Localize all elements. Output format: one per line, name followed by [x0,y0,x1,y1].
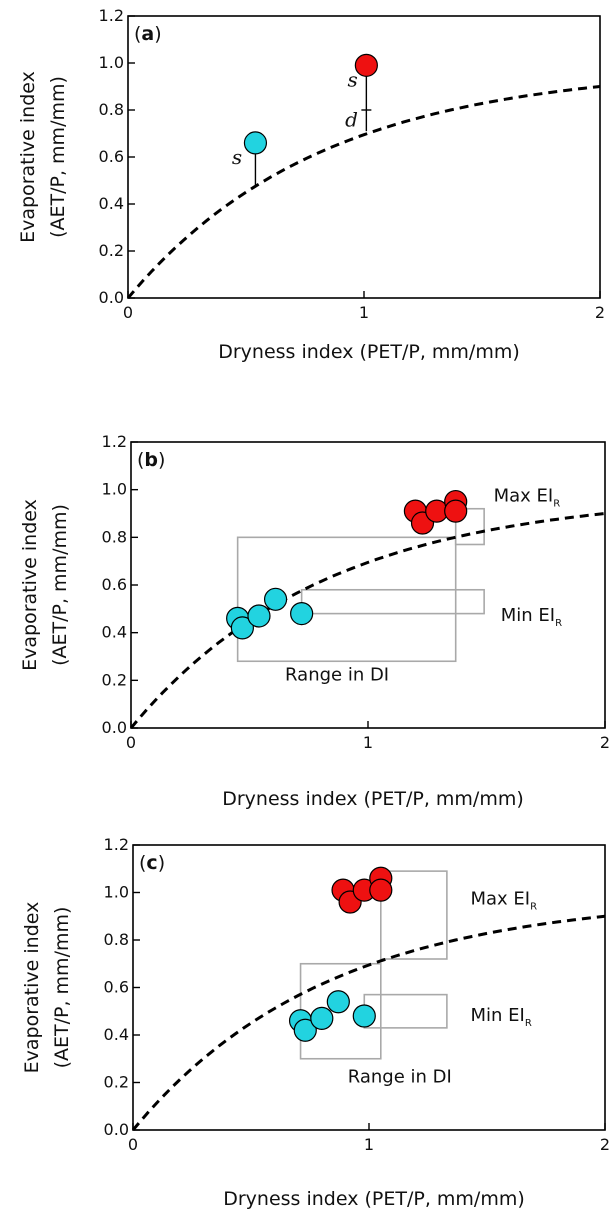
annotation: s [347,68,357,92]
y-tick-label: 0.0 [102,718,127,737]
annotation-subscript: R [525,1018,532,1029]
panel-label-close: ) [154,23,161,45]
panel-label-open: ( [137,449,144,471]
y-tick-label: 1.2 [99,6,124,25]
annotation: Min EIR [501,605,562,629]
x-tick-label: 2 [595,303,605,322]
panel-label-letter: b [144,449,158,471]
x-tick-label: 1 [359,303,369,322]
x-axis-label: Dryness index (PET/P, mm/mm) [223,1188,525,1210]
annotation: d [345,107,358,131]
y-axis-label-line2: (AET/P, mm/mm) [47,76,69,238]
annotation: Min EIR [470,1005,531,1029]
y-tick-label: 0.2 [104,1073,129,1092]
panel-label-close: ) [158,852,165,874]
cyan-point [293,1018,317,1042]
panel-label: (a) [134,23,162,45]
y-tick-label: 1.0 [99,53,124,72]
range-bracket [454,507,485,546]
y-tick-label: 0.6 [99,147,124,166]
annotation-text: s [347,68,357,92]
annotation-subscript: R [530,901,537,912]
x-axis-label: Dryness index (PET/P, mm/mm) [222,788,524,810]
y-axis-label-line2: (AET/P, mm/mm) [51,907,73,1069]
panel-label: (b) [137,449,165,471]
x-tick-label: 0 [128,1135,138,1154]
red-point [444,499,468,523]
y-tick-label: 0.4 [104,1025,129,1044]
y-tick-label: 0.8 [104,930,129,949]
range-bracket [300,588,485,615]
y-tick-label: 0.4 [102,623,127,642]
cyan-point [263,587,288,611]
red-point [369,878,393,902]
budyko-curve [129,512,606,729]
x-tick-label: 0 [123,303,133,322]
budyko-curve [126,85,601,299]
panel-label-letter: c [146,852,157,874]
panel-label-open: ( [134,23,141,45]
x-tick-label: 1 [364,1135,374,1154]
annotation: Max EIR [494,486,561,510]
annotation-subscript: R [555,618,562,629]
annotation-text: Min EI [501,605,555,626]
y-tick-label: 0.0 [104,1120,129,1139]
annotation-subscript: R [553,499,560,510]
x-tick-label: 2 [600,733,610,752]
y-axis-label-line1: Evaporative index [17,71,39,243]
annotation-text: Max EI [470,888,530,909]
chart-panel-c: 0.0 0.2 0.4 0.6 0.8 1.0 1.2 0 1 2 Dryness index (P… [21,835,610,1210]
cyan-point [310,1006,334,1030]
cyan-point [243,131,268,155]
cyan-point [247,604,271,628]
annotation-text: Range in DI [285,664,389,685]
range-bracket [363,993,448,1029]
annotation-text: Range in DI [348,1067,452,1088]
annotation-text: d [345,107,358,131]
budyko-curve [131,914,606,1131]
annotation: Max EIR [470,888,537,912]
y-tick-label: 0.8 [99,100,124,119]
annotation-text: Min EI [470,1005,524,1026]
annotation: Range in DI [348,1067,452,1088]
range-bracket [379,870,448,960]
y-axis-label-line2: (AET/P, mm/mm) [49,504,71,666]
x-tick-label: 0 [126,733,136,752]
panel-label: (c) [139,852,165,874]
cyan-point [230,616,254,640]
cyan-point [352,1004,376,1028]
range-bracket [236,536,457,663]
y-tick-label: 0.6 [102,575,127,594]
panel-label-close: ) [158,449,165,471]
cyan-point [290,601,314,626]
y-tick-label: 1.0 [102,480,127,499]
panel-label-open: ( [139,852,146,874]
x-tick-label: 2 [600,1135,610,1154]
y-tick-label: 0.4 [99,194,124,213]
y-tick-label: 1.2 [102,432,127,451]
y-tick-label: 0.2 [99,241,124,260]
x-tick-label: 1 [363,733,373,752]
annotation: s [232,145,242,169]
x-axis-label: Dryness index (PET/P, mm/mm) [218,341,520,363]
panel-label-letter: a [141,23,154,45]
cyan-point [326,990,350,1014]
red-point [354,53,378,77]
y-tick-label: 0.8 [102,527,127,546]
chart-panel-b: 0.0 0.2 0.4 0.6 0.8 1.0 1.2 0 1 2 Dryness index (P… [19,432,610,810]
y-tick-label: 1.2 [104,835,129,854]
y-axis-label-line1: Evaporative index [19,499,41,671]
y-tick-label: 0.0 [99,288,124,307]
annotation-text: s [232,145,242,169]
annotation: Range in DI [285,664,389,685]
y-tick-label: 0.6 [104,978,129,997]
y-axis-label-line1: Evaporative index [21,902,43,1074]
chart-panel-a: 0.0 0.2 0.4 0.6 0.8 1.0 1.2 0 1 2 Dryness index (P… [17,6,605,363]
y-tick-label: 0.2 [102,670,127,689]
y-tick-label: 1.0 [104,883,129,902]
annotation-text: Max EI [494,486,554,507]
